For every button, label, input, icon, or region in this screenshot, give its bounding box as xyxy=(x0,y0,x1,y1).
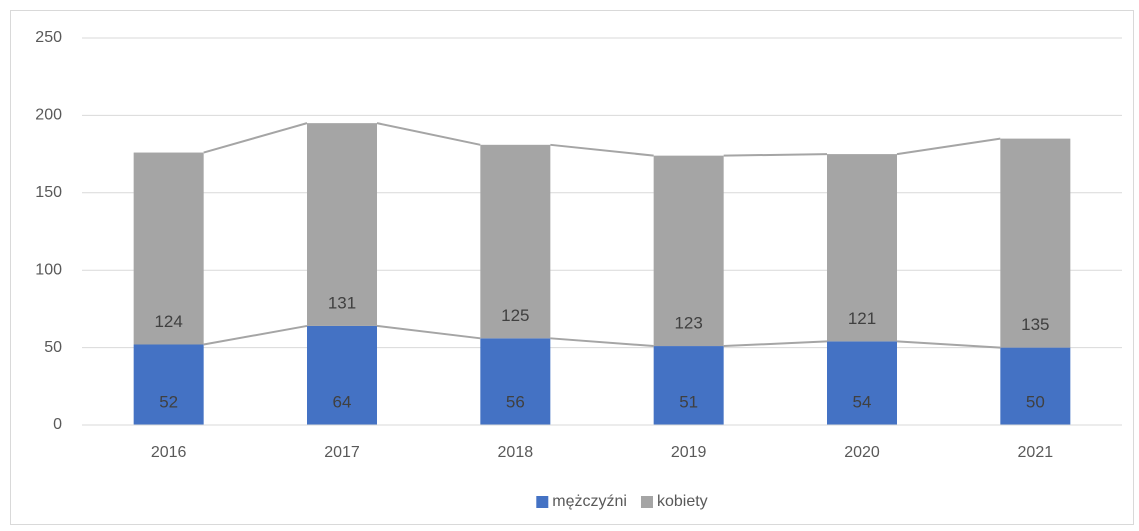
y-tick-label: 200 xyxy=(35,107,62,124)
y-tick-label: 150 xyxy=(35,184,62,201)
series-line xyxy=(203,122,308,154)
value-label: 51 xyxy=(679,392,698,411)
value-label: 135 xyxy=(1021,315,1049,334)
bar-segment xyxy=(827,154,897,342)
bar-segment xyxy=(480,144,551,339)
y-tick-label: 0 xyxy=(53,416,62,433)
value-label: 124 xyxy=(154,312,182,331)
y-tick-label: 50 xyxy=(44,339,62,356)
value-label: 54 xyxy=(853,392,872,411)
legend-swatch xyxy=(640,496,653,508)
series-line xyxy=(203,324,308,346)
value-label: 125 xyxy=(501,306,529,325)
bar-segment xyxy=(1000,347,1071,425)
legend-label: kobiety xyxy=(657,493,708,510)
x-tick-label: 2019 xyxy=(671,444,707,461)
x-tick-label: 2021 xyxy=(1018,444,1054,461)
y-tick-label: 100 xyxy=(35,261,62,278)
series-line xyxy=(376,324,481,340)
series-line xyxy=(376,122,481,146)
value-label: 50 xyxy=(1026,392,1045,411)
legend-swatch xyxy=(536,496,549,508)
bar-segment xyxy=(827,341,897,425)
y-tick-label: 250 xyxy=(35,29,62,46)
legend-label: mężczyźni xyxy=(552,493,627,510)
x-tick-label: 2017 xyxy=(324,444,360,461)
series-line xyxy=(550,337,654,348)
bar-segment xyxy=(133,152,204,345)
value-label: 123 xyxy=(674,314,702,333)
bar-segment xyxy=(307,325,377,425)
bar-segment xyxy=(653,346,724,425)
x-tick-label: 2018 xyxy=(498,444,534,461)
x-tick-label: 2016 xyxy=(151,444,187,461)
series-line xyxy=(723,340,828,348)
series-line xyxy=(723,153,828,157)
bar-segment xyxy=(480,338,551,425)
series-line xyxy=(550,143,654,157)
value-label: 121 xyxy=(848,309,876,328)
bar-segment xyxy=(133,344,204,425)
x-tick-label: 2020 xyxy=(844,444,880,461)
value-label: 64 xyxy=(333,392,352,411)
series-line xyxy=(896,340,1001,349)
value-label: 131 xyxy=(328,293,356,312)
bar-segment xyxy=(307,123,377,326)
value-label: 56 xyxy=(506,392,525,411)
bar-segment xyxy=(1000,138,1071,348)
bar-segment xyxy=(653,155,724,347)
series-line xyxy=(896,137,1001,156)
value-label: 52 xyxy=(159,392,178,411)
